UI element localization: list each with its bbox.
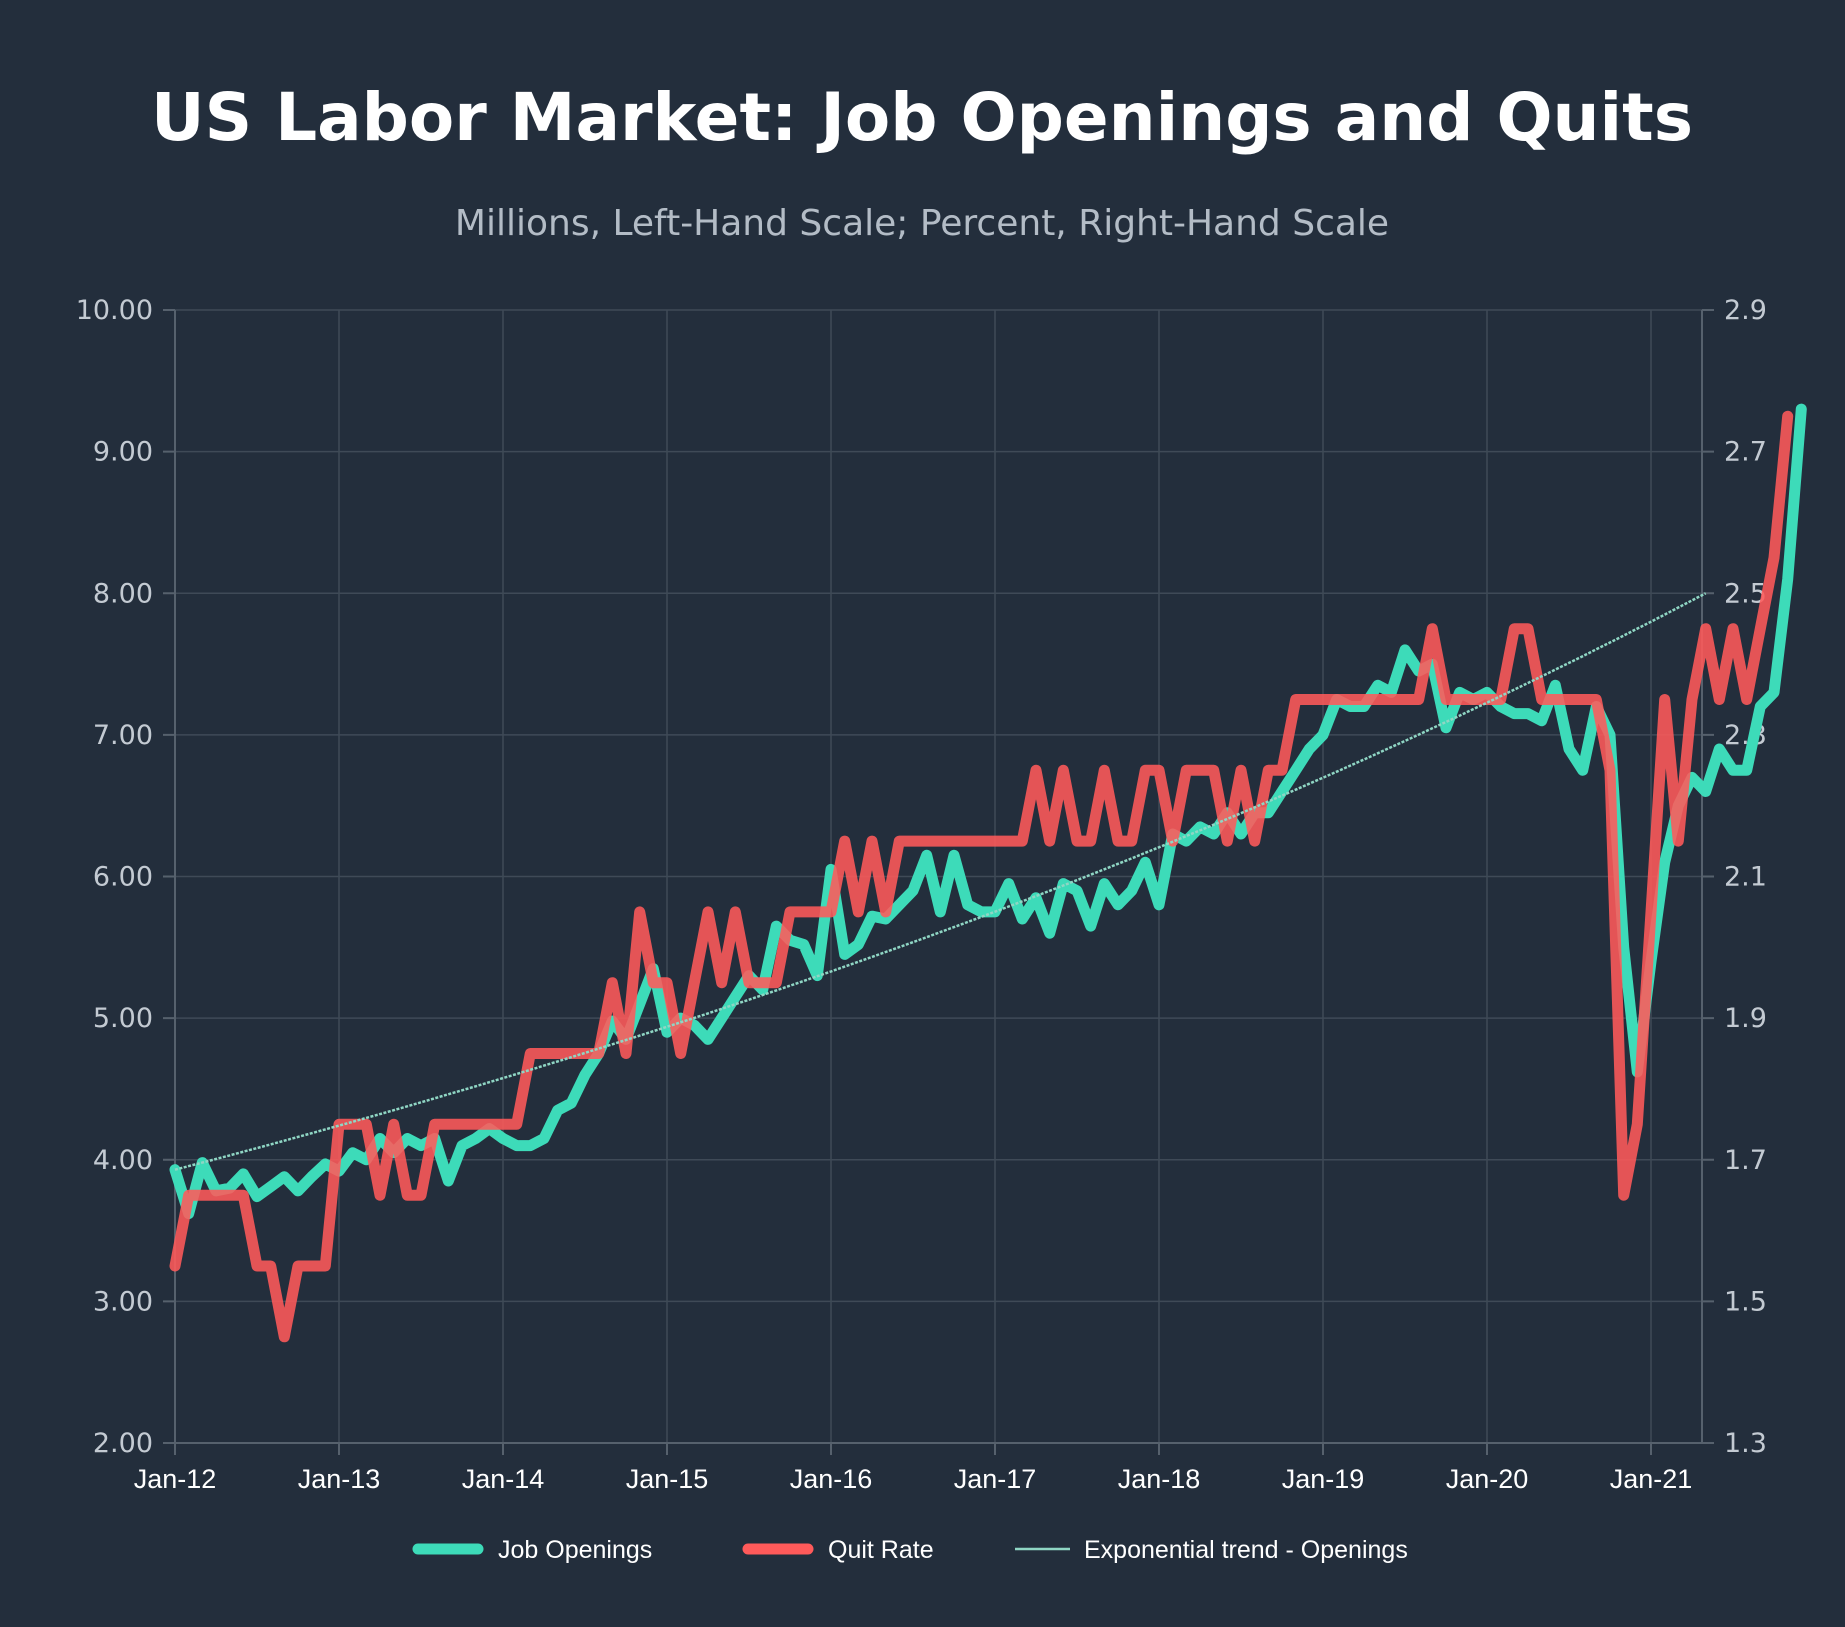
right-tick-label: 2.7 bbox=[1724, 437, 1767, 468]
left-tick-label: 6.00 bbox=[93, 862, 153, 893]
legend-label-quit-rate: Quit Rate bbox=[828, 1536, 934, 1564]
x-tick-label: Jan-12 bbox=[134, 1464, 217, 1494]
x-tick-label: Jan-13 bbox=[298, 1464, 381, 1494]
right-tick-label: 1.5 bbox=[1724, 1286, 1767, 1317]
x-tick-label: Jan-14 bbox=[462, 1464, 545, 1494]
left-tick-label: 10.00 bbox=[76, 295, 153, 326]
left-tick-label: 3.00 bbox=[93, 1286, 153, 1317]
left-axis-ticks: 2.00 3.00 4.00 5.00 6.00 7.00 8.00 9.00 10.00 bbox=[76, 295, 153, 1459]
left-tick-label: 5.00 bbox=[93, 1003, 153, 1034]
series-job-openings bbox=[169, 403, 1807, 1220]
right-tick-label: 2.1 bbox=[1724, 862, 1767, 893]
left-tick-label: 2.00 bbox=[93, 1428, 153, 1459]
x-tick-label: Jan-21 bbox=[1610, 1464, 1693, 1494]
legend-label-trend: Exponential trend - Openings bbox=[1084, 1536, 1408, 1564]
left-tick-label: 4.00 bbox=[93, 1145, 153, 1176]
x-tick-label: Jan-17 bbox=[954, 1464, 1037, 1494]
series-quit-rate bbox=[169, 410, 1794, 1343]
x-tick-label: Jan-19 bbox=[1282, 1464, 1365, 1494]
chart-title: US Labor Market: Job Openings and Quits bbox=[151, 79, 1693, 156]
left-tick-label: 8.00 bbox=[93, 578, 153, 609]
left-tick-label: 9.00 bbox=[93, 437, 153, 468]
gridlines bbox=[175, 309, 1702, 1444]
x-axis-ticks: Jan-12 Jan-13 Jan-14 Jan-15 Jan-16 Jan-17 Jan-… bbox=[134, 1464, 1693, 1494]
right-tick-label: 1.3 bbox=[1724, 1428, 1767, 1459]
x-tick-label: Jan-18 bbox=[1118, 1464, 1201, 1494]
series-exponential-trend bbox=[174, 592, 1707, 1171]
right-tick-label: 1.9 bbox=[1724, 1003, 1767, 1034]
left-tick-label: 7.00 bbox=[93, 720, 153, 751]
right-tick-label: 2.9 bbox=[1724, 295, 1767, 326]
x-tick-label: Jan-16 bbox=[790, 1464, 873, 1494]
right-axis-ticks: 1.31.51.71.92.12.32.52.72.9 bbox=[1724, 295, 1767, 1459]
series-lines bbox=[169, 403, 1807, 1343]
x-tick-label: Jan-15 bbox=[626, 1464, 709, 1494]
chart-subtitle: Millions, Left-Hand Scale; Percent, Righ… bbox=[455, 203, 1389, 244]
right-tick-label: 1.7 bbox=[1724, 1145, 1767, 1176]
legend-label-job-openings: Job Openings bbox=[498, 1536, 652, 1564]
x-tick-label: Jan-20 bbox=[1446, 1464, 1529, 1494]
legend: Job Openings Quit Rate Exponential trend… bbox=[412, 1536, 1408, 1564]
